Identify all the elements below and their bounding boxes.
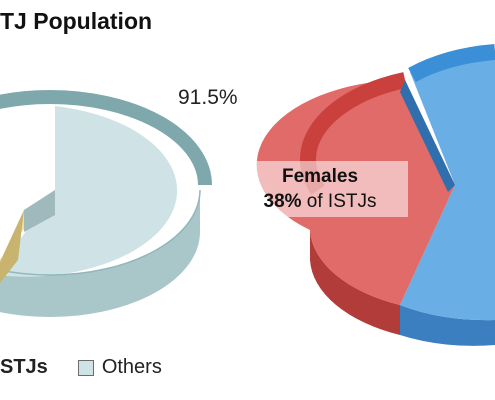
right-pie-side-blue [400, 305, 495, 346]
slice-cut-face [400, 80, 455, 192]
slice-males [400, 50, 495, 321]
right-pie-side-red [310, 230, 400, 335]
slice-males-rim [408, 44, 495, 83]
cut-face [24, 190, 55, 232]
callout-title: Females [281, 166, 359, 187]
legend-label-others: Others [101, 356, 162, 378]
slice-others [0, 106, 178, 277]
left-pie-rim [0, 90, 212, 186]
females-callout: Females 38% of ISTJs [232, 161, 408, 217]
callout-line: 38% of ISTJs [232, 189, 408, 214]
callout-percent: 38% [263, 191, 302, 212]
data-label-others: 91.5% [178, 86, 238, 109]
callout-rest: of ISTJs [301, 191, 377, 212]
chart-title: TJ Population [0, 8, 153, 34]
legend: STJs Others [0, 356, 162, 379]
left-pie [0, 90, 212, 317]
legend-swatch-others [77, 359, 94, 376]
slice-istjs-side [0, 210, 24, 284]
left-pie-outer-edge [0, 189, 201, 276]
left-pie-side [0, 190, 200, 317]
legend-label-istjs: STJs [0, 356, 48, 378]
